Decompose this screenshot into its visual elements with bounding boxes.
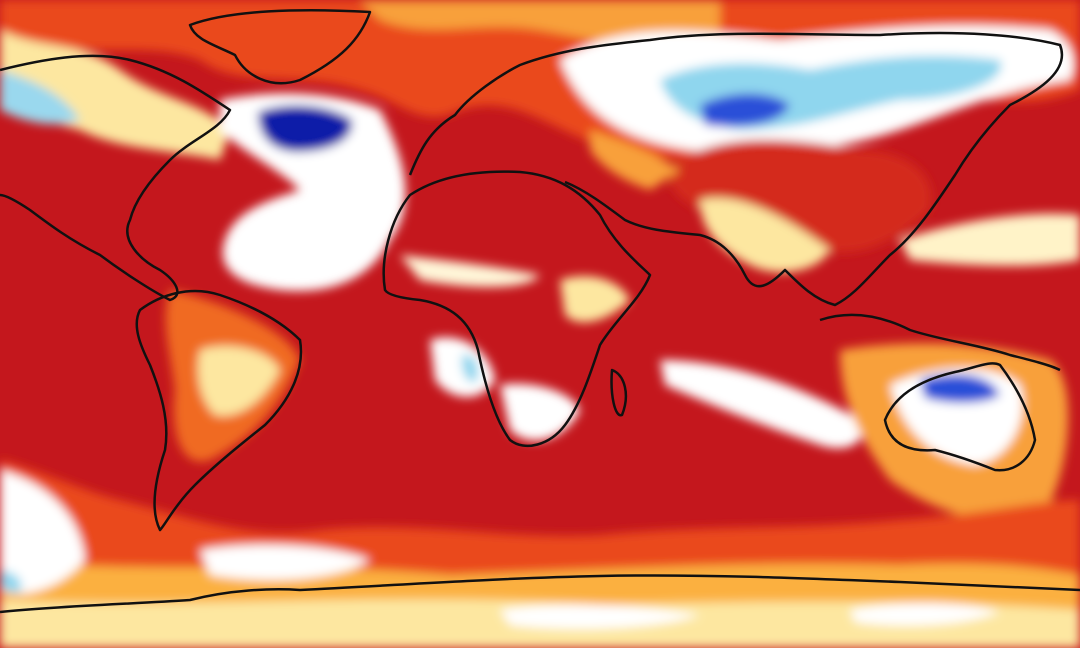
coastline-madagascar <box>610 368 628 417</box>
coastline-africa <box>382 170 652 448</box>
anomaly-white <box>400 255 540 287</box>
anomaly-yellow <box>0 30 230 160</box>
anomaly-blue <box>700 93 790 127</box>
anomaly-light-blue <box>0 570 22 593</box>
anomaly-white <box>200 544 370 580</box>
anomaly-yellow <box>198 346 280 416</box>
anomaly-light-orange <box>590 130 680 190</box>
anomaly-blue <box>920 374 1000 403</box>
anomaly-yellow <box>700 198 830 273</box>
anomaly-white <box>900 213 1080 266</box>
anomaly-light-blue <box>0 70 80 125</box>
coastline-eurasia <box>408 31 1064 307</box>
anomaly-light-blue <box>461 354 479 383</box>
anomaly-yellow <box>560 276 630 323</box>
anomaly-white <box>500 383 580 441</box>
anomaly-dark-blue <box>258 105 353 152</box>
coastlines <box>0 8 1080 614</box>
anomaly-white <box>660 360 863 449</box>
coastline-south-america <box>135 289 303 532</box>
coastline-antarctica <box>0 574 1080 614</box>
coastline-maritime-asia <box>819 313 1061 372</box>
coastline-greenland <box>188 8 372 85</box>
anomaly-white <box>850 602 1000 626</box>
coastline-australia <box>883 362 1037 472</box>
anomaly-white <box>500 604 700 629</box>
anomaly-white <box>220 93 406 291</box>
anomaly-white <box>0 470 85 594</box>
coastline-north-america <box>0 54 232 302</box>
